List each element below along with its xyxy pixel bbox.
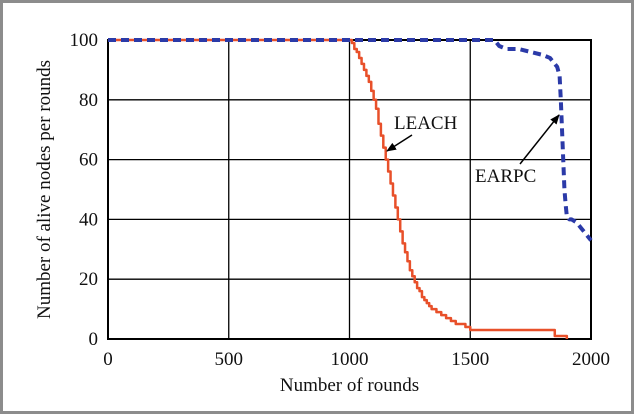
grid [108,40,591,339]
x-tick-label: 1000 [331,349,369,370]
y-axis-title: Number of alive nodes per rounds [34,60,55,319]
y-tick-label: 60 [79,150,98,171]
y-tick-label: 100 [70,30,99,51]
annotation-arrow-leach [386,134,413,152]
x-axis-title: Number of rounds [280,375,419,396]
x-tick-label: 2000 [572,349,610,370]
y-tick-label: 20 [79,269,98,290]
x-tick-label: 1500 [451,349,489,370]
annotation-arrow-earpc [519,114,560,165]
annotations: LEACH EARPC [386,113,560,187]
annotation-earpc: EARPC [475,166,536,187]
annotation-leach: LEACH [394,113,458,134]
y-tick-label: 80 [79,90,98,111]
y-tick-label: 0 [89,329,99,350]
x-tick-label: 500 [215,349,244,370]
y-tick-label: 40 [79,209,98,230]
y-axis-ticks: 0 20 40 60 80 100 [70,30,99,350]
series-line-leach [108,38,569,339]
x-tick-label: 0 [103,349,113,370]
series-layer [108,38,593,339]
x-axis-ticks: 0 500 1000 1500 2000 [103,349,610,370]
